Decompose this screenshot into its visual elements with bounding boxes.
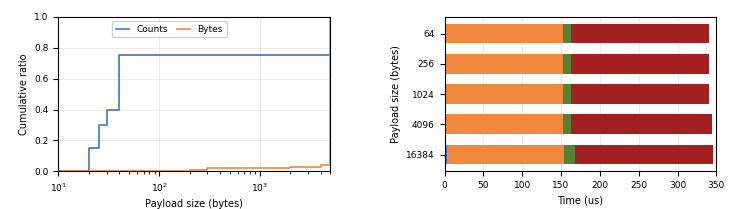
- Bar: [571, 84, 709, 104]
- Bar: [447, 145, 564, 164]
- Counts: [102, 108, 111, 111]
- Bar: [564, 24, 571, 43]
- Y-axis label: Payload size (bytes): Payload size (bytes): [390, 45, 401, 143]
- Legend: Counts, Bytes: Counts, Bytes: [112, 21, 227, 37]
- Bytes: [326, 15, 335, 18]
- Bytes: [203, 167, 212, 169]
- Bytes: [155, 170, 164, 173]
- Bytes: [256, 167, 265, 169]
- Counts: [132, 54, 141, 57]
- Bar: [564, 54, 571, 74]
- X-axis label: Time (us): Time (us): [558, 196, 604, 206]
- Bytes: [225, 167, 234, 169]
- Bar: [444, 115, 564, 134]
- Counts: [115, 54, 124, 57]
- Bar: [571, 115, 712, 134]
- Bytes: [185, 169, 194, 171]
- Bar: [444, 54, 564, 74]
- Bytes: [326, 164, 335, 166]
- Bar: [564, 115, 571, 134]
- Counts: [84, 147, 93, 149]
- Bar: [444, 24, 564, 43]
- Y-axis label: Cumulative ratio: Cumulative ratio: [19, 53, 29, 135]
- Bar: [571, 24, 709, 43]
- Line: Bytes: Bytes: [58, 17, 330, 171]
- Line: Counts: Counts: [58, 55, 330, 171]
- Bytes: [54, 170, 63, 173]
- Bar: [564, 145, 575, 164]
- Counts: [94, 124, 103, 126]
- Counts: [54, 170, 63, 173]
- Bytes: [216, 167, 224, 169]
- Bar: [444, 84, 564, 104]
- Counts: [326, 54, 335, 57]
- Bar: [571, 54, 709, 74]
- Counts: [124, 54, 133, 57]
- Bytes: [286, 166, 295, 168]
- Bar: [444, 145, 447, 164]
- Bytes: [317, 164, 325, 166]
- Bytes: [303, 166, 312, 168]
- Bar: [575, 145, 713, 164]
- Bar: [564, 84, 571, 104]
- X-axis label: Payload size (bytes): Payload size (bytes): [145, 199, 243, 209]
